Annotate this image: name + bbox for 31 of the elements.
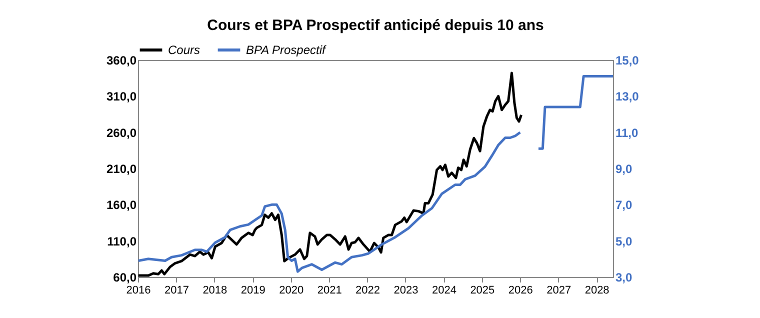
x-tick-label: 2028 [584,284,610,296]
x-tick-label: 2026 [508,284,533,296]
x-tick-label: 2023 [394,284,418,296]
y-tick-label: 310,0 [106,90,137,104]
y-tick-label: 60,0 [113,270,137,284]
y2-tick-label: 15,0 [616,54,640,68]
x-tick-label: 2024 [432,284,456,296]
y-tick-label: 110,0 [107,234,137,248]
x-tick-label: 2025 [470,284,495,296]
x-tick-label: 2027 [546,284,572,296]
y2-tick-label: 3,0 [616,270,633,284]
x-tick-label: 2016 [126,284,151,296]
y2-tick-label: 11,0 [616,126,639,140]
y2-tick-label: 5,0 [616,234,633,248]
x-tick-label: 2019 [240,284,266,296]
y2-tick-label: 9,0 [616,162,633,176]
y-tick-label: 210,0 [106,162,137,176]
legend-label: BPA Prospectif [246,43,328,57]
y2-tick-label: 13,0 [616,90,640,104]
y-tick-label: 160,0 [106,198,137,212]
y2-tick-label: 7,0 [616,198,633,212]
y-tick-label: 260,0 [106,126,137,140]
y-tick-label: 360,0 [106,54,137,68]
chart-title: Cours et BPA Prospectif anticipé depuis 10 ans [207,17,544,34]
x-tick-label: 2020 [279,284,304,296]
line-series [137,72,523,277]
x-tick-label: 2021 [317,284,342,296]
legend-label: Cours [168,43,200,57]
x-tick-label: 2017 [164,284,189,296]
x-tick-label: 2022 [356,284,380,296]
x-tick-label: 2018 [202,284,228,296]
